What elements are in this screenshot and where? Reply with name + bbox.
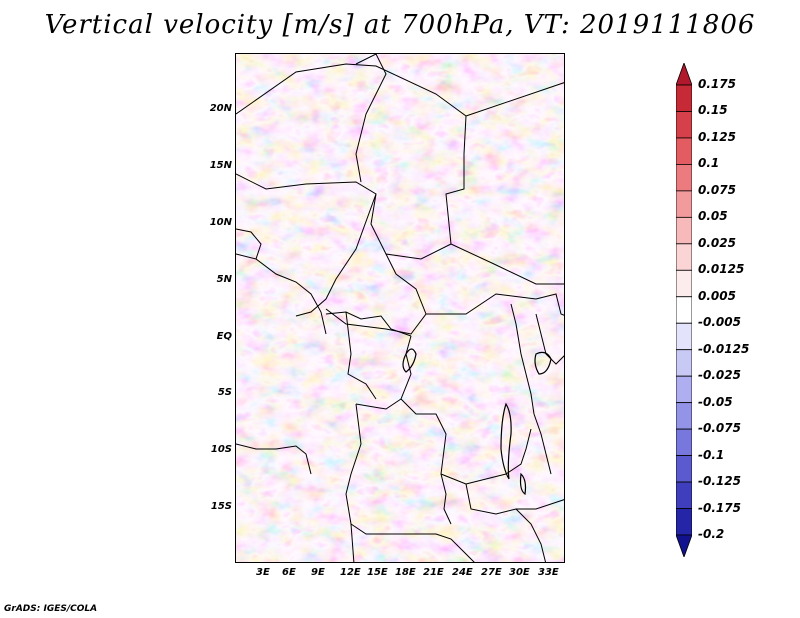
lon-tick-label: 18E [395,567,416,578]
colorbar-segment [675,428,693,456]
lon-tick-label: 12E [340,567,361,578]
lakes [402,348,552,496]
colorbar-label: -0.0125 [698,341,750,356]
colorbar-segment [675,111,693,139]
colorbar-label: -0.2 [698,527,725,541]
colorbar-segment [675,269,693,298]
velocity-field [236,54,564,562]
lat-tick-label: 5S [217,387,232,398]
colorbar-segment [675,84,693,112]
colorbar-label: -0.075 [698,421,741,436]
colorbar-label: 0.05 [698,209,728,224]
colorbar-segment [675,296,693,324]
colorbar-top-arrow [675,61,693,86]
colorbar-label: -0.005 [698,315,741,330]
colorbar-segment [675,322,693,351]
colorbar-bottom-arrow [675,534,693,559]
colorbar-segment [675,137,693,165]
lat-tick-label: 20N [209,103,232,114]
lon-tick-label: 24E [452,567,473,578]
colorbar-segment [675,455,693,483]
lat-tick-label: 10S [210,444,232,455]
lon-tick-label: 21E [423,567,444,578]
colorbar-segment [675,243,693,271]
lon-tick-label: 15E [367,567,388,578]
colorbar-segment [675,216,693,245]
colorbar-segment [675,508,693,536]
chart-title: Vertical velocity [m/s] at 700hPa, VT: 2… [44,10,756,40]
colorbar-label: 0.025 [698,235,736,250]
lon-tick-label: 33E [538,567,559,578]
lat-tick-label: 15S [210,501,232,512]
map-field [236,54,564,562]
colorbar-label: 0.1 [698,156,720,171]
colorbar-label: 0.175 [698,77,736,91]
colorbar [675,61,693,559]
lon-tick-label: 3E [256,567,270,578]
colorbar-label: -0.05 [698,394,733,409]
colorbar-label: 0.075 [698,182,736,197]
colorbar-label: -0.125 [698,474,741,489]
colorbar-segment [675,375,693,404]
colorbar-label: 0.0125 [698,262,745,277]
velocity-map [235,53,565,563]
colorbar-segment [675,402,693,430]
colorbar-label: 0.15 [698,103,728,118]
lat-tick-label: 5N [216,274,232,285]
colorbar-segment [675,349,693,377]
lat-tick-label: 10N [209,217,232,228]
colorbar-segment [675,481,693,509]
colorbar-segment [675,190,693,218]
lon-tick-label: 27E [481,567,502,578]
colorbar-label: -0.1 [698,447,725,462]
colorbar-segment [675,164,693,192]
lon-tick-label: 6E [282,567,296,578]
colorbar-label: 0.125 [698,129,736,144]
colorbar-svg [675,61,693,559]
colorbar-label: 0.005 [698,288,736,303]
grads-credit: GrADS: IGES/COLA [4,604,98,614]
colorbar-label: -0.175 [698,500,741,515]
lat-tick-label: 15N [209,160,232,171]
colorbar-label: -0.025 [698,368,741,383]
lon-tick-label: 30E [509,567,530,578]
lon-tick-label: 9E [311,567,325,578]
country-borders [236,54,564,562]
lat-tick-label: EQ [216,331,232,342]
